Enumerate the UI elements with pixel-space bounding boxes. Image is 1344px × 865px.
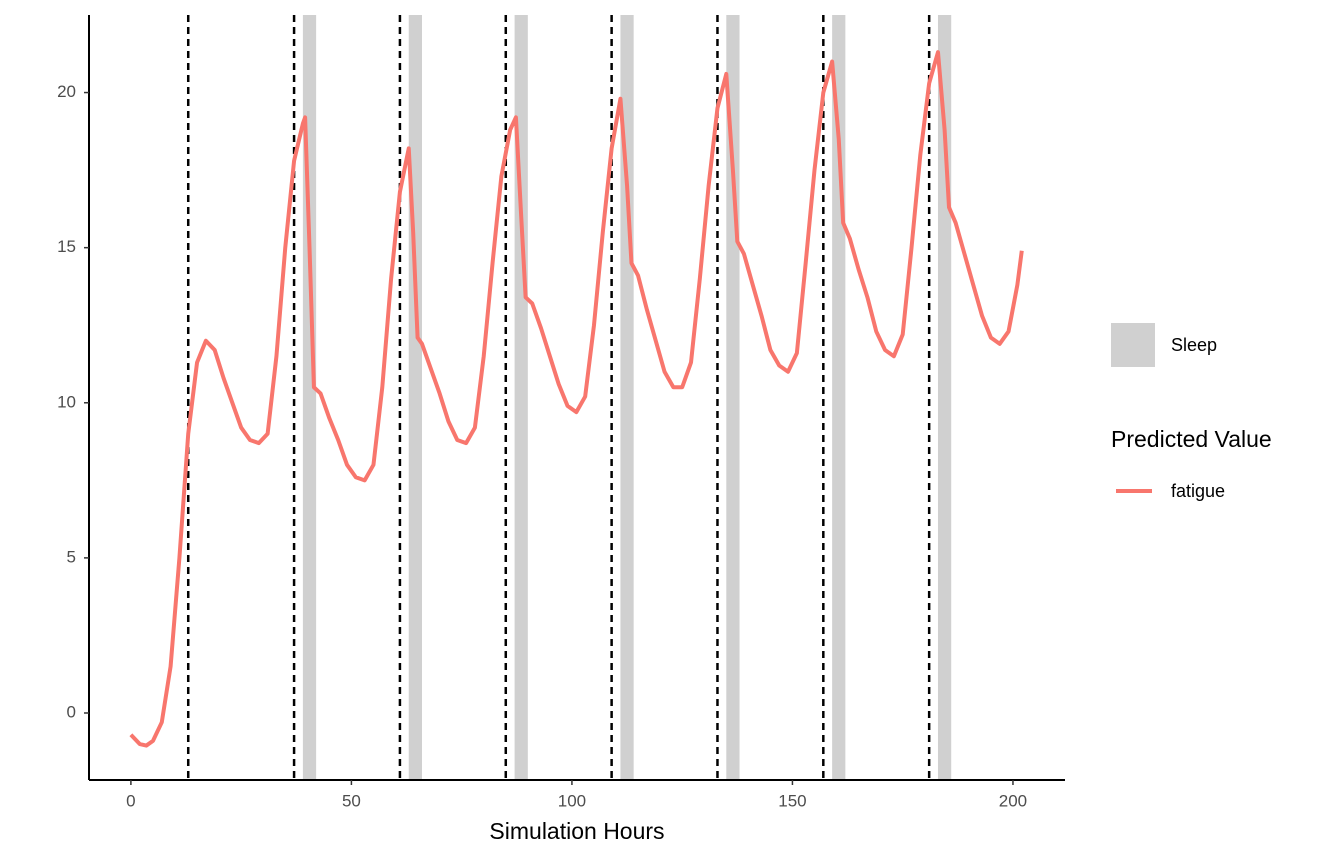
y-tick-label: 0: [67, 702, 76, 721]
x-tick-label: 50: [342, 791, 361, 810]
legend-key: [1111, 323, 1155, 367]
x-tick-label: 150: [778, 791, 806, 810]
sleep-band: [620, 15, 634, 780]
y-tick-label: 20: [57, 82, 76, 101]
x-tick-label: 100: [558, 791, 586, 810]
legend-label: Sleep: [1171, 335, 1217, 355]
y-tick-label: 5: [67, 547, 76, 566]
sleep-band: [514, 15, 528, 780]
x-tick-label: 0: [126, 791, 135, 810]
y-tick-label: 10: [57, 392, 76, 411]
legend-title: Predicted Value: [1111, 426, 1272, 452]
x-tick-label: 200: [999, 791, 1027, 810]
y-tick-label: 15: [57, 237, 76, 256]
sleep-band: [408, 15, 422, 780]
data-line: [129, 50, 1024, 748]
legend-label: fatigue: [1171, 481, 1225, 501]
x-axis-title: Simulation Hours: [489, 818, 664, 844]
